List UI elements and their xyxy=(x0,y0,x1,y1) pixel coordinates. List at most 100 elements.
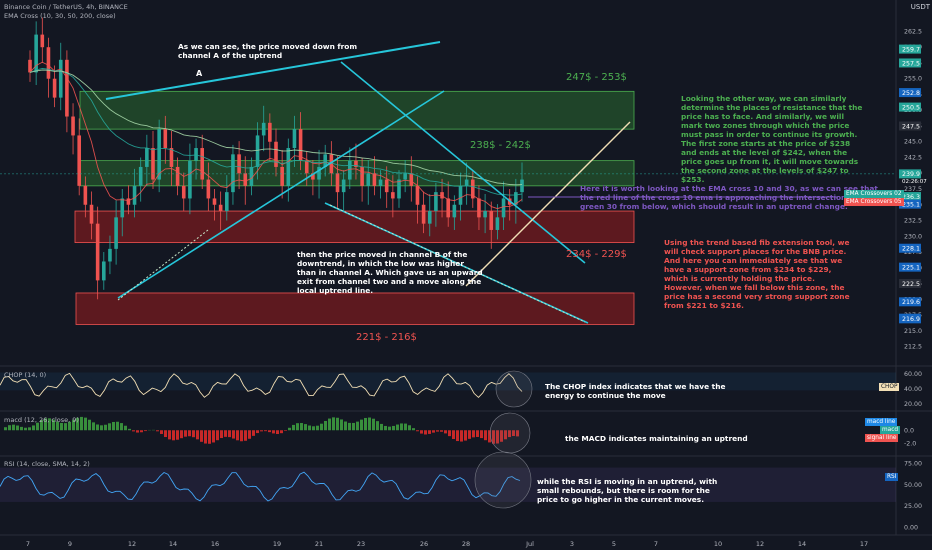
macd-bar xyxy=(344,421,347,431)
candle-body xyxy=(434,192,438,212)
pane-tick-label: -2.0 xyxy=(904,440,916,447)
rsi-pane-title[interactable]: RSI (14, close, SMA, 14, 2) xyxy=(4,460,90,468)
macd-bar xyxy=(232,430,235,439)
symbol-title: Binance Coin / TetherUS, 4h, BINANCE xyxy=(4,3,128,11)
macd-bar xyxy=(184,430,187,437)
macd-bar xyxy=(316,425,319,431)
candle-body xyxy=(151,148,155,180)
macd-bar xyxy=(112,421,115,431)
candle-body xyxy=(212,198,217,205)
candle-body xyxy=(415,185,420,205)
macd-bar xyxy=(200,430,203,442)
candle-body xyxy=(483,211,487,218)
legend-rsi: RSI xyxy=(885,473,899,481)
macd-bar xyxy=(156,430,159,432)
legend-ema-crossover-02: EMA Crossovers 02 xyxy=(844,190,904,198)
candle-body xyxy=(458,185,463,205)
legend-signal-line: signal line xyxy=(865,434,899,442)
macd-bar xyxy=(16,425,19,431)
candle-body xyxy=(304,160,309,174)
candle-body xyxy=(169,148,174,167)
macd-bar xyxy=(60,422,63,431)
macd-bar xyxy=(204,430,207,444)
macd-bar xyxy=(296,423,299,431)
macd-bar xyxy=(324,420,327,431)
macd-bar xyxy=(492,430,495,444)
pane-tick-label: 25.00 xyxy=(904,503,922,510)
price-tag-label: 247.5 xyxy=(902,123,920,130)
candle-body xyxy=(225,192,229,212)
macd-pane-title[interactable]: macd (12, 26, close, 9) xyxy=(4,416,79,424)
price-tag xyxy=(899,102,921,112)
candle-body xyxy=(341,179,346,193)
channel-a-lower-line xyxy=(117,90,445,299)
macd-bar xyxy=(28,427,31,431)
time-tick-label: 19 xyxy=(273,540,281,548)
macd-bar xyxy=(392,425,395,431)
candle-body xyxy=(397,179,401,199)
macd-bar xyxy=(416,430,419,432)
time-tick-label: 17 xyxy=(860,540,868,548)
price-tag xyxy=(899,314,921,324)
macd-bar xyxy=(272,430,275,434)
candle-body xyxy=(65,59,69,117)
macd-bar xyxy=(484,430,487,441)
price-tick-label: 242.5 xyxy=(904,154,922,161)
legend-chop: CHOP xyxy=(879,383,900,391)
price-tag-label: 216.9 xyxy=(902,316,920,323)
macd-bar xyxy=(508,430,511,438)
macd-bar xyxy=(312,426,315,431)
time-tick-label: Jul xyxy=(525,540,534,548)
macd-bar xyxy=(372,418,375,431)
candle-body xyxy=(40,34,45,48)
macd-bar xyxy=(328,418,331,431)
candle-body xyxy=(34,34,38,73)
candle-body xyxy=(163,129,168,149)
macd-bar xyxy=(376,421,379,431)
macd-bar xyxy=(348,422,351,431)
annotation-ema: Here it is worth looking at the EMA cros… xyxy=(580,184,878,211)
candle-body xyxy=(354,160,358,167)
candle-body xyxy=(200,148,204,180)
macd-bar xyxy=(260,430,263,432)
candle-body xyxy=(114,217,118,249)
macd-bar xyxy=(400,423,403,431)
macd-bar xyxy=(88,419,91,431)
countdown-label: 02:26:07 xyxy=(902,179,927,185)
time-tick-label: 3 xyxy=(570,540,574,548)
candle-body xyxy=(175,166,180,186)
currency-label: USDT xyxy=(910,3,930,11)
price-tag xyxy=(899,243,921,253)
time-tick-label: 7 xyxy=(654,540,658,548)
macd-bar xyxy=(64,423,67,431)
macd-bar xyxy=(480,430,483,439)
candle-body xyxy=(366,173,371,186)
candle-body xyxy=(427,211,432,224)
candle-body xyxy=(58,59,63,98)
price-tag xyxy=(899,192,921,202)
pane-tick-label: 75.00 xyxy=(904,460,922,467)
pane-tick-label: 0.00 xyxy=(904,525,918,532)
candle-body xyxy=(261,122,266,136)
macd-bar xyxy=(100,425,103,431)
macd-bar xyxy=(464,430,467,441)
macd-bar xyxy=(504,430,507,440)
price-tag-label: 222.5 xyxy=(902,281,920,288)
candle-body xyxy=(409,173,414,186)
macd-bar xyxy=(472,430,475,438)
macd-bar xyxy=(96,424,99,431)
ema-indicator-title[interactable]: EMA Cross (10, 30, 50, 200, close) xyxy=(4,12,116,20)
macd-bar xyxy=(144,430,147,432)
macd-bar xyxy=(304,424,307,431)
zone-label-238-242: 238$ - 242$ xyxy=(470,140,531,151)
time-tick-label: 12 xyxy=(756,540,764,548)
macd-bar xyxy=(308,425,311,431)
candle-body xyxy=(495,217,500,230)
price-tag xyxy=(899,297,921,307)
macd-bar xyxy=(512,430,515,437)
macd-bar xyxy=(208,430,211,444)
chop-pane-title[interactable]: CHOP (14, 0) xyxy=(4,371,47,379)
macd-bar xyxy=(188,430,191,437)
time-tick-label: 7 xyxy=(26,540,30,548)
